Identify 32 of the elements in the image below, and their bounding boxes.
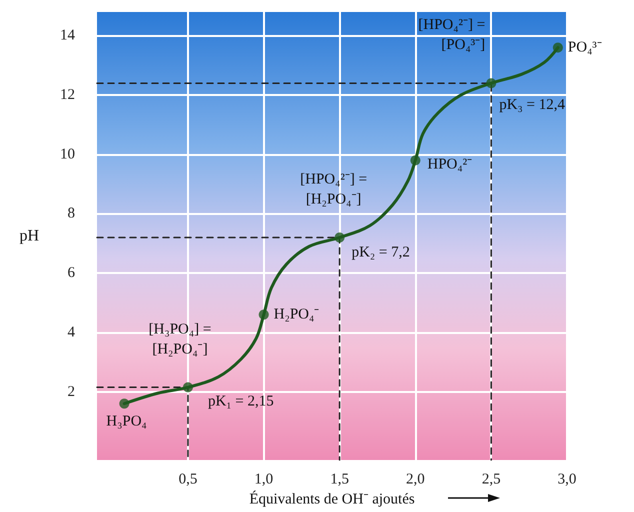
y-tick-label: 4 xyxy=(68,324,76,340)
annotation: H₂PO₄⁻ xyxy=(274,306,320,323)
x-tick-label: 2,5 xyxy=(482,472,501,488)
annotation: [H₃PO₄] = [H₂PO₄⁻] xyxy=(148,321,212,358)
y-tick-label: 10 xyxy=(60,146,75,162)
x-tick-label: 3,0 xyxy=(558,472,576,488)
annotation: H₃PO₄ xyxy=(106,414,147,430)
y-axis-title: pH xyxy=(19,228,40,244)
point xyxy=(486,78,496,88)
x-tick-label: 2,0 xyxy=(406,472,425,488)
x-tick-label: 0,5 xyxy=(178,472,198,488)
point xyxy=(552,42,563,53)
y-tick-label: 12 xyxy=(60,87,75,104)
y-tick-label: 6 xyxy=(68,265,76,282)
annotation: pK₁ = 2,15 xyxy=(208,393,274,410)
annotation: pK₂ = 7,2 xyxy=(352,244,410,260)
point xyxy=(258,310,269,320)
point xyxy=(119,398,130,409)
annotation: PO₄³⁻ xyxy=(568,40,602,56)
x-tick-label: 1,5 xyxy=(330,472,349,488)
x-axis-title: Équivalents de OH⁻ ajoutés xyxy=(249,490,415,508)
x-tick-label: 1,0 xyxy=(254,472,274,488)
point xyxy=(410,155,420,166)
annotation: HPO₄²⁻ xyxy=(427,156,472,172)
point xyxy=(334,232,345,242)
annotation: pK₃ = 12,4 xyxy=(499,97,566,114)
y-tick-label: 8 xyxy=(68,206,75,222)
y-tick-label: 2 xyxy=(68,384,75,400)
annotation: [HPO₄²⁻] = [PO₄³⁻] xyxy=(418,17,486,54)
y-tick-label: 14 xyxy=(60,28,76,44)
annotation: [HPO₄²⁻] = [H₂PO₄⁻] xyxy=(300,171,368,208)
point xyxy=(182,382,193,392)
